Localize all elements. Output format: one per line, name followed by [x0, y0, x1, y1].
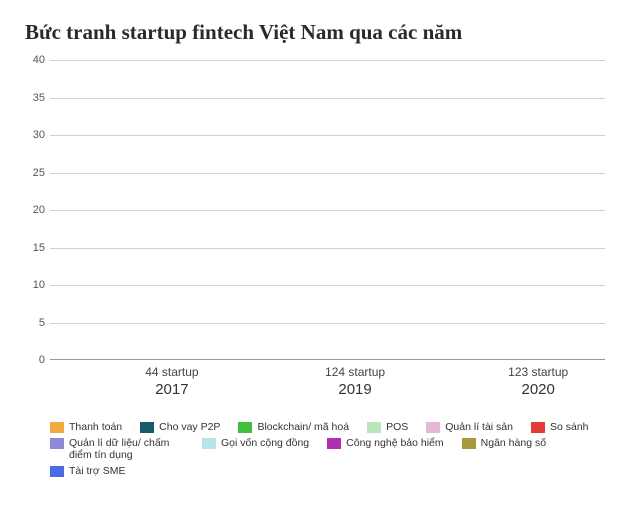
x-label-group: 123 startup 2020: [461, 365, 616, 398]
x-axis-baseline: [50, 359, 605, 360]
legend-label: Thanh toán: [69, 421, 122, 433]
legend-label: Cho vay P2P: [159, 421, 220, 433]
x-year: 2017: [94, 381, 249, 398]
x-axis-labels: 44 startup2017124 startup2019123 startup…: [50, 365, 605, 413]
legend-label: Tài trợ SME: [69, 465, 125, 477]
x-label-group: 124 startup 2019: [278, 365, 433, 398]
y-tick-label: 0: [39, 354, 45, 366]
gridline: [50, 248, 605, 249]
x-subtitle: 44 startup: [94, 365, 249, 379]
x-year: 2019: [278, 381, 433, 398]
legend-item: Quản lí tài sản: [426, 421, 513, 433]
legend-label: Gọi vốn cộng đồng: [221, 437, 309, 449]
legend-item: So sánh: [531, 421, 589, 433]
gridline: [50, 210, 605, 211]
legend-item: Quản lí dữ liệu/ chấm điểm tín dụng: [50, 437, 184, 461]
legend-label: POS: [386, 421, 408, 433]
legend-item: Thanh toán: [50, 421, 122, 433]
y-tick-label: 30: [33, 129, 45, 141]
gridline: [50, 135, 605, 136]
legend-label: Công nghệ bảo hiểm: [346, 437, 444, 449]
legend-swatch: [426, 422, 440, 433]
y-tick-label: 25: [33, 167, 45, 179]
y-tick-label: 15: [33, 242, 45, 254]
legend-item: Công nghệ bảo hiểm: [327, 437, 444, 461]
legend-item: Tài trợ SME: [50, 465, 125, 477]
legend-swatch: [327, 438, 341, 449]
legend-item: POS: [367, 421, 408, 433]
y-tick-label: 5: [39, 317, 45, 329]
legend-swatch: [202, 438, 216, 449]
chart-title: Bức tranh startup fintech Việt Nam qua c…: [25, 20, 605, 45]
x-subtitle: 123 startup: [461, 365, 616, 379]
legend-swatch: [531, 422, 545, 433]
legend-swatch: [238, 422, 252, 433]
legend: Thanh toán Cho vay P2P Blockchain/ mã hoá P…: [50, 421, 605, 477]
gridline: [50, 60, 605, 61]
legend-item: Blockchain/ mã hoá: [238, 421, 349, 433]
legend-swatch: [367, 422, 381, 433]
gridline: [50, 323, 605, 324]
y-tick-label: 20: [33, 204, 45, 216]
x-label-group: 44 startup 2017: [94, 365, 249, 398]
legend-swatch: [50, 466, 64, 477]
legend-label: Quản lí dữ liệu/ chấm điểm tín dụng: [69, 437, 184, 461]
legend-label: Blockchain/ mã hoá: [257, 421, 349, 433]
y-tick-label: 35: [33, 92, 45, 104]
chart-container: Bức tranh startup fintech Việt Nam qua c…: [0, 0, 630, 510]
x-year: 2020: [461, 381, 616, 398]
legend-item: Ngân hàng số: [462, 437, 546, 461]
gridline: [50, 173, 605, 174]
gridline: [50, 98, 605, 99]
plot: [50, 60, 605, 360]
gridline: [50, 285, 605, 286]
legend-item: Cho vay P2P: [140, 421, 220, 433]
x-subtitle: 124 startup: [278, 365, 433, 379]
legend-swatch: [50, 422, 64, 433]
y-tick-label: 10: [33, 279, 45, 291]
legend-label: Ngân hàng số: [481, 437, 546, 449]
y-tick-label: 40: [33, 54, 45, 66]
legend-swatch: [140, 422, 154, 433]
chart-plot-area: 0510152025303540: [50, 60, 605, 360]
legend-label: So sánh: [550, 421, 589, 433]
legend-swatch: [50, 438, 64, 449]
legend-swatch: [462, 438, 476, 449]
legend-item: Gọi vốn cộng đồng: [202, 437, 309, 461]
legend-label: Quản lí tài sản: [445, 421, 513, 433]
y-axis: 0510152025303540: [25, 60, 50, 360]
